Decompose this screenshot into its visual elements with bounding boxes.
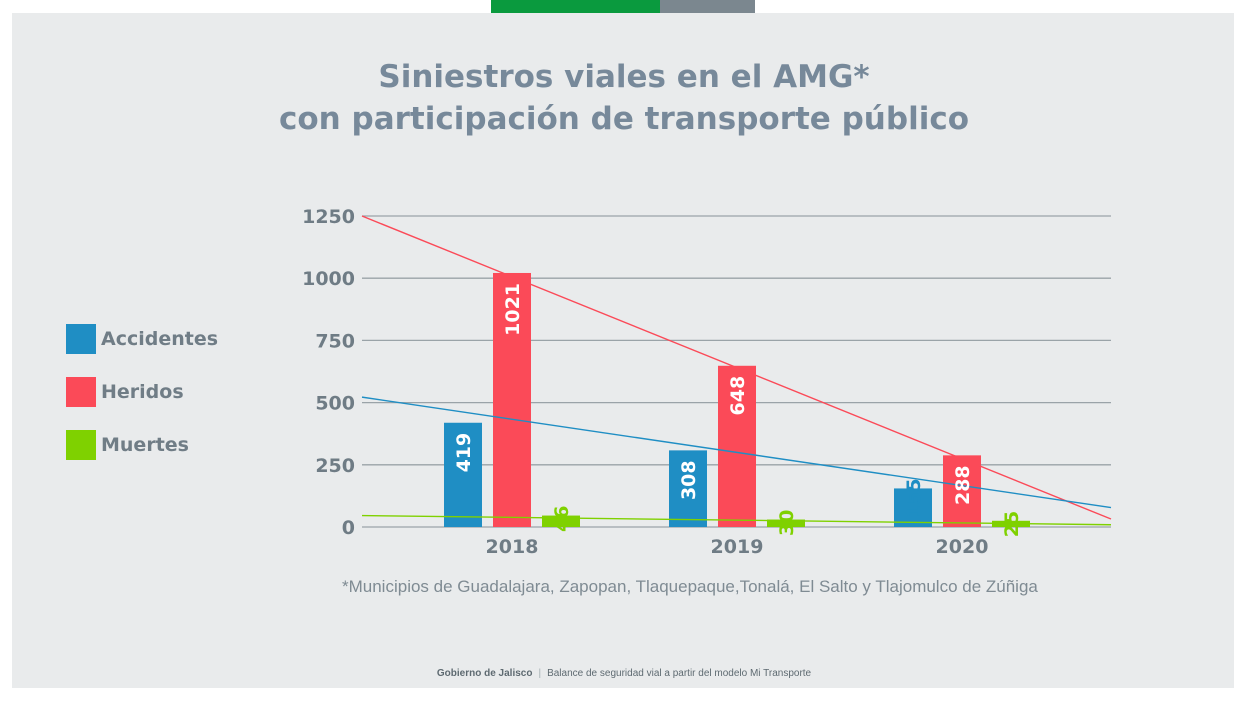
- header-accent-green: [491, 0, 660, 13]
- legend-label-heridos: Heridos: [101, 381, 184, 403]
- data-label: 308: [678, 460, 700, 500]
- y-tick-label: 500: [315, 393, 355, 415]
- bar-muertes-2019: [767, 519, 805, 527]
- data-label: 1021: [502, 283, 524, 336]
- trend-line-muertes: [361, 514, 1112, 526]
- footnote: *Municipios de Guadalajara, Zapopan, Tla…: [342, 577, 1038, 596]
- y-tick-label: 0: [342, 517, 355, 539]
- slide-panel: [12, 13, 1234, 688]
- y-tick-label: 250: [315, 455, 355, 477]
- bar-muertes-2018: [542, 515, 580, 527]
- data-label: 46: [551, 506, 573, 532]
- data-label: 30: [776, 510, 798, 536]
- trend-line-heridos: [361, 215, 1112, 520]
- y-tick-label: 1000: [302, 268, 355, 290]
- legend-label-muertes: Muertes: [101, 434, 189, 456]
- data-label: 25: [1001, 511, 1023, 537]
- footer: Gobierno de Jalisco | Balance de seguridad…: [0, 668, 1248, 679]
- bar-heridos-2019: [718, 365, 756, 527]
- footer-org: Gobierno de Jalisco: [436, 668, 533, 679]
- data-label: 419: [453, 433, 475, 473]
- x-tick-label: 2020: [936, 536, 989, 558]
- chart-title-line1: Siniestros viales en el AMG*: [378, 59, 870, 95]
- data-label: 155: [903, 478, 925, 518]
- legend-item-accidentes: Accidentes: [66, 324, 218, 354]
- footer-divider: |: [538, 668, 542, 679]
- legend-swatch-heridos: [66, 377, 96, 407]
- legend-label-accidentes: Accidentes: [101, 328, 219, 350]
- bar-accidentes-2018: [444, 422, 482, 527]
- legend-swatch-accidentes: [66, 324, 96, 354]
- footer-text: Balance de seguridad vial a partir del m…: [547, 668, 812, 679]
- legend-item-heridos: Heridos: [66, 377, 184, 407]
- bar-accidentes-2020: [894, 488, 932, 527]
- legend-swatch-muertes: [66, 430, 96, 460]
- x-tick-label: 2019: [711, 536, 764, 558]
- y-tick-label: 750: [315, 330, 355, 352]
- trend-line-accidentes: [361, 396, 1112, 509]
- x-tick-label: 2018: [486, 536, 539, 558]
- header-accent-gray: [660, 0, 755, 13]
- bar-heridos-2020: [943, 455, 981, 527]
- y-tick-label: 1250: [302, 206, 355, 228]
- data-label: 288: [952, 465, 974, 505]
- data-label: 648: [727, 376, 749, 416]
- chart-title-line2: con participación de transporte público: [279, 101, 969, 137]
- bar-heridos-2018: [493, 272, 531, 527]
- bar-accidentes-2019: [669, 450, 707, 527]
- legend-item-muertes: Muertes: [66, 430, 189, 460]
